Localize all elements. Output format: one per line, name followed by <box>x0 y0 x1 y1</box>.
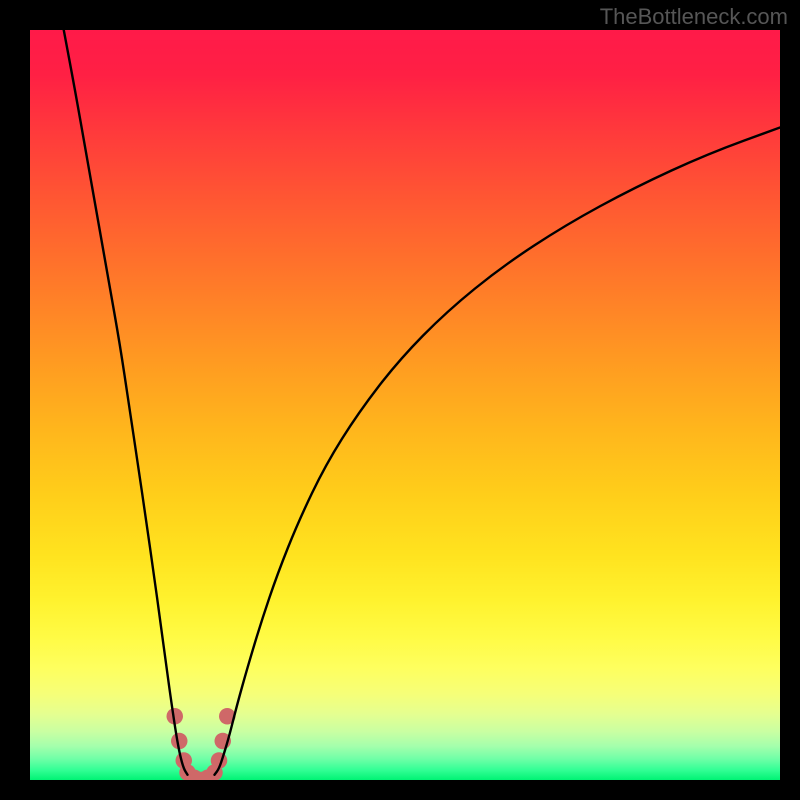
watermark-text: TheBottleneck.com <box>600 4 788 30</box>
plot-svg <box>30 30 780 780</box>
gradient-background <box>30 30 780 780</box>
plot-area <box>30 30 780 780</box>
